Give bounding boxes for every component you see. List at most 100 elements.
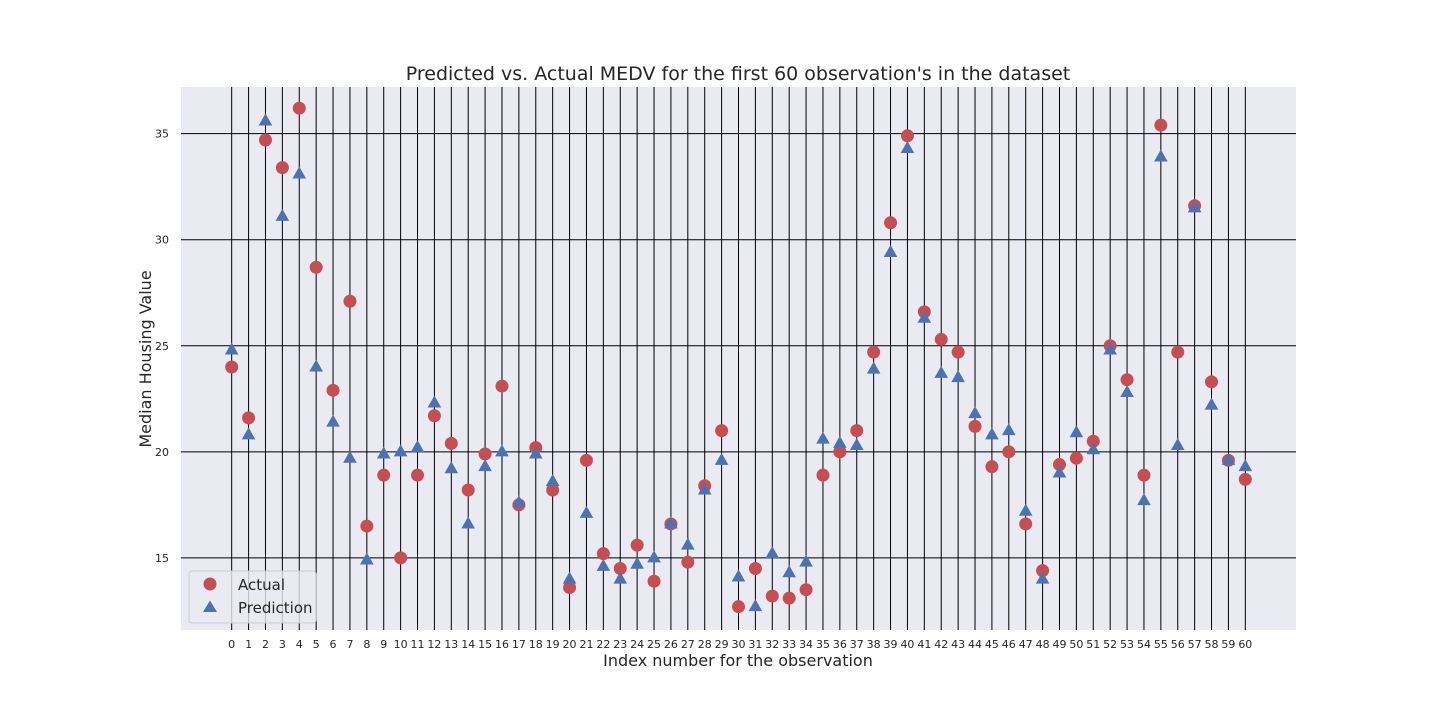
actual-point [799,583,813,597]
x-tick-label: 27 [681,638,695,651]
x-tick-label: 13 [444,638,458,651]
prediction-point [748,599,763,612]
x-tick-label: 1 [245,638,252,651]
x-tick-label: 49 [1052,638,1066,651]
x-tick-label: 56 [1171,638,1185,651]
x-tick-label: 15 [478,638,492,651]
x-tick-label: 28 [698,638,712,651]
x-tick-label: 42 [934,638,948,651]
x-tick-label: 23 [613,638,627,651]
y-tick-label: 15 [155,552,169,565]
prediction-point [461,516,475,529]
prediction-point [309,359,323,372]
prediction-point [681,537,695,550]
x-tick-label: 6 [330,638,337,651]
actual-point [1238,472,1252,486]
actual-point [394,551,408,565]
actual-point [833,445,847,459]
x-tick-label: 22 [596,638,610,651]
prediction-point [241,427,256,440]
actual-point [850,424,864,438]
x-tick-label: 4 [296,638,303,651]
actual-point [951,345,965,359]
x-tick-label: 53 [1120,638,1134,651]
actual-point [563,581,577,595]
actual-point [816,468,830,482]
x-tick-label: 29 [715,638,729,651]
x-tick-label: 26 [664,638,678,651]
x-tick-label: 8 [363,638,370,651]
prediction-point [562,571,577,584]
actual-point [884,216,898,230]
actual-point [377,468,391,482]
x-tick-label: 25 [647,638,661,651]
actual-point [1036,564,1050,578]
prediction-point [630,556,644,569]
prediction-point [376,446,391,459]
actual-point [1019,517,1033,531]
actual-point [579,453,593,467]
x-gridlines [231,87,1246,630]
y-axis-label: Median Housing Value [136,270,155,447]
prediction-point [1238,459,1253,472]
prediction-point [1103,342,1117,355]
actual-point [1069,451,1083,465]
actual-point [681,555,695,569]
prediction-point [1120,384,1134,397]
actual-point [326,383,340,397]
y-tick-label: 35 [155,128,169,141]
actual-point [275,161,289,175]
prediction-point [545,474,560,487]
x-tick-label: 10 [394,638,408,651]
y-tick-labels: 15 20 25 30 35 [155,128,169,565]
x-tick-label: 36 [833,638,847,651]
actual-point [461,483,475,497]
prediction-point [1154,149,1168,162]
actual-point [732,600,745,614]
x-tick-label: 33 [782,638,796,651]
x-tick-label: 46 [1002,638,1016,651]
x-tick-label: 2 [262,638,269,651]
legend-actual-marker [203,577,217,591]
x-tick-label: 12 [427,638,441,651]
prediction-series [224,113,1253,612]
x-tick-label: 39 [884,638,898,651]
x-tick-label: 5 [313,638,320,651]
prediction-point [224,342,239,355]
actual-point [985,460,999,474]
x-tick-label: 44 [968,638,982,651]
x-tick-label: 19 [546,638,560,651]
actual-point [934,332,948,346]
x-tick-label: 34 [799,638,813,651]
x-tick-label: 9 [380,638,387,651]
x-tick-label: 35 [816,638,830,651]
prediction-point [900,141,915,154]
prediction-point [731,569,746,582]
prediction-point [816,431,830,444]
x-tick-label: 55 [1154,638,1168,651]
x-tick-label: 0 [228,638,235,651]
prediction-point [1086,442,1101,455]
actual-point [1154,118,1168,132]
actual-point [258,133,272,147]
x-tick-label: 7 [346,638,353,651]
x-tick-label: 40 [900,638,914,651]
actual-point [343,294,357,308]
x-tick-label: 24 [630,638,644,651]
y-tick-label: 25 [155,340,169,353]
x-tick-label: 17 [512,638,526,651]
x-tick-label: 3 [279,638,286,651]
prediction-point [275,208,290,221]
prediction-point [833,435,847,448]
prediction-point [849,437,864,450]
x-tick-label: 38 [867,638,881,651]
legend-prediction-label: Prediction [238,599,313,617]
prediction-point [951,370,965,383]
prediction-point [495,444,509,457]
prediction-point [528,446,543,459]
actual-point [1137,468,1151,482]
actual-point [765,589,779,603]
actual-point [1171,345,1185,359]
prediction-point [1069,425,1084,438]
x-tick-label: 50 [1069,638,1083,651]
